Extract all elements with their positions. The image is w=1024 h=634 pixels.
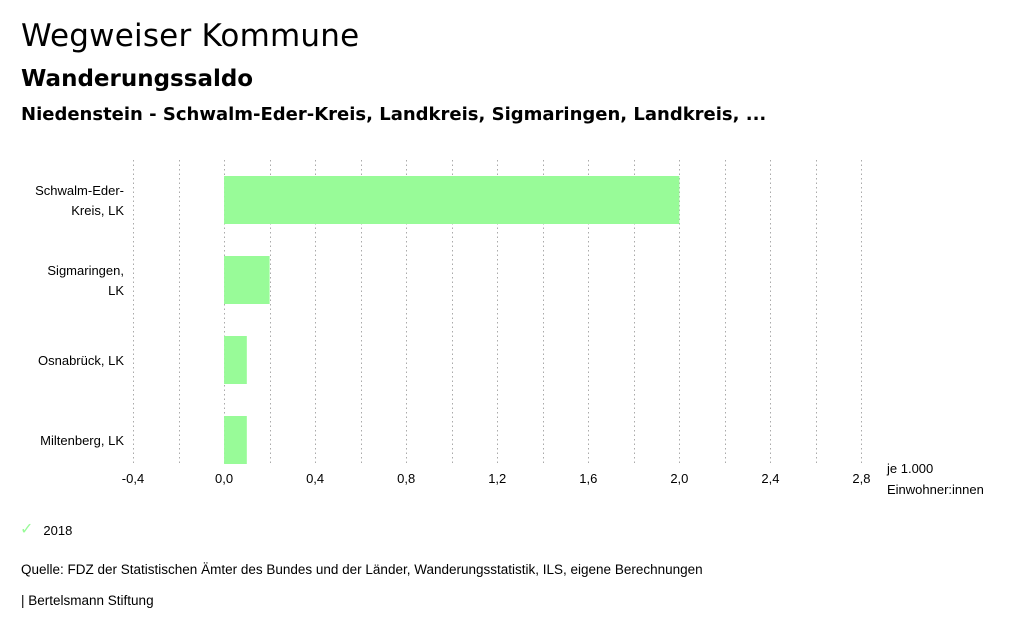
credit-note: | Bertelsmann Stiftung <box>21 593 154 608</box>
tick-label: -0,4 <box>122 471 144 486</box>
bar-1 <box>224 256 270 304</box>
legend[interactable]: ✓ 2018 <box>20 522 72 538</box>
legend-label-2018: 2018 <box>43 522 73 538</box>
category-label: Osnabrück, LK <box>38 353 124 368</box>
category-label-line: Sigmaringen, <box>47 263 124 278</box>
tick-label: 2,0 <box>670 471 688 486</box>
tick-label: 1,2 <box>488 471 506 486</box>
tick-label: 0,0 <box>215 471 233 486</box>
source-note: Quelle: FDZ der Statistischen Ämter des … <box>21 562 703 577</box>
category-label: Schwalm-Eder- Kreis, LK <box>35 183 124 218</box>
bar-2 <box>224 336 247 384</box>
category-label-line: Schwalm-Eder- <box>35 183 124 198</box>
tick-label: 2,4 <box>761 471 779 486</box>
category-label-line: Kreis, LK <box>71 203 124 218</box>
page-title: Wegweiser Kommune <box>21 18 360 54</box>
category-label: Sigmaringen, LK <box>47 263 124 298</box>
category-label-line: Miltenberg, LK <box>40 433 124 448</box>
category-label-line: LK <box>108 283 124 298</box>
category-label: Miltenberg, LK <box>40 433 124 448</box>
unit-label: je 1.000 <box>886 461 933 476</box>
check-icon: ✓ <box>20 521 34 538</box>
bar-0 <box>224 176 680 224</box>
tick-label: 1,6 <box>579 471 597 486</box>
category-label-line: Osnabrück, LK <box>38 353 124 368</box>
bar-3 <box>224 416 247 464</box>
tick-label: 2,8 <box>852 471 870 486</box>
chart-subtitle: Wanderungssaldo <box>21 66 254 92</box>
tick-label: 0,4 <box>306 471 324 486</box>
unit-label: Einwohner:innen <box>887 482 984 497</box>
bar-chart: Schwalm-Eder- Kreis, LK Sigmaringen, LK Osna… <box>35 160 984 497</box>
region-line: Niedenstein - Schwalm-Eder-Kreis, Landkr… <box>21 104 767 125</box>
tick-label: 0,8 <box>397 471 415 486</box>
